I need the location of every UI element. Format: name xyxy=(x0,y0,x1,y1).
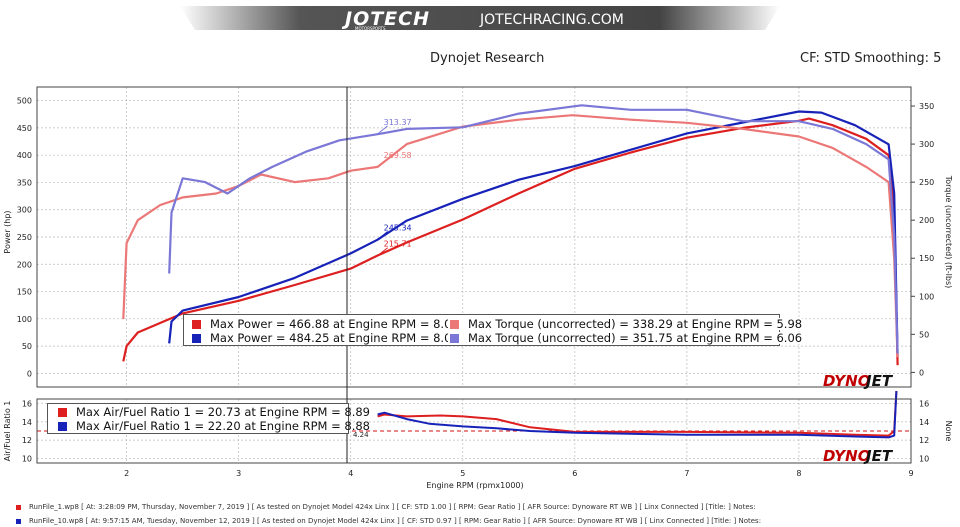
afr-cursor-label: 4.24 xyxy=(353,431,369,439)
y-axis-title-power: Power (hp) xyxy=(3,210,12,253)
annotation-arrow xyxy=(377,247,388,257)
main-plot-frame xyxy=(36,86,912,388)
x-tick-label: 7 xyxy=(684,469,689,478)
chart-title: Dynojet Research xyxy=(430,51,545,66)
legend-label: Max Power = 466.88 at Engine RPM = 8.09 xyxy=(210,317,459,331)
jotech-logo-sub: MOTORSPORTS xyxy=(355,26,386,31)
y2-tick-label: 100 xyxy=(919,292,934,301)
y2-tick-label: 150 xyxy=(919,254,934,263)
power-torque-legend: Max Power = 466.88 at Engine RPM = 8.09 … xyxy=(183,314,803,346)
y2-tick-label: 200 xyxy=(919,216,934,225)
y-tick-label: 250 xyxy=(17,233,32,242)
x-tick-label: 5 xyxy=(460,469,465,478)
annotation-label: 313.37 xyxy=(384,118,412,127)
y2-tick-label: 0 xyxy=(919,368,924,377)
legend-swatch xyxy=(58,408,67,417)
run-info-1: RunFile_1.wp8 [ At: 3:28:09 PM, Thursday… xyxy=(16,503,756,511)
y-tick-label: 50 xyxy=(22,342,32,351)
afr-y-tick-label: 14 xyxy=(22,418,32,427)
y2-tick-label: 250 xyxy=(919,178,934,187)
y-axis-title-torque: Torque (uncorrected) (ft-lbs) xyxy=(944,175,953,289)
afr-y2-tick-label: 12 xyxy=(919,436,929,445)
legend-swatch xyxy=(450,334,459,343)
y-tick-label: 450 xyxy=(17,124,32,133)
x-tick-label: 3 xyxy=(236,469,241,478)
x-axis-title: Engine RPM (rpmx1000) xyxy=(426,481,523,490)
afr-legend: Max Air/Fuel Ratio 1 = 20.73 at Engine R… xyxy=(47,403,370,434)
dynojet-logo-jet: JET xyxy=(863,447,894,465)
afr-y-tick-label: 10 xyxy=(22,454,32,463)
y-tick-label: 100 xyxy=(17,315,32,324)
afr-y2-tick-label: 14 xyxy=(919,418,929,427)
series-runfile-1-afr xyxy=(377,390,898,437)
dynojet-logo-jet: JET xyxy=(863,372,894,390)
y-tick-label: 400 xyxy=(17,151,32,160)
banner-bar xyxy=(180,6,780,30)
y2-tick-label: 50 xyxy=(919,330,929,339)
legend-swatch xyxy=(450,320,459,329)
series-runfile-1-torque xyxy=(122,114,899,358)
series-runfile-10-afr xyxy=(377,390,898,439)
legend-item[interactable]: Max Power = 466.88 at Engine RPM = 8.09 xyxy=(192,318,459,330)
jotech-banner: JOTECH MOTORSPORTS JOTECHRACING.COM xyxy=(180,6,780,31)
x-tick-label: 6 xyxy=(572,469,577,478)
legend-swatch xyxy=(192,334,201,343)
annotation-label: 245.34 xyxy=(384,224,412,233)
run-info-text: RunFile_10.wp8 [ At: 9:57:15 AM, Tuesday… xyxy=(29,517,762,525)
series-runfile-10-torque xyxy=(168,104,899,354)
dynojet-logo-dyno: DYNO xyxy=(823,447,871,465)
legend-label: Max Air/Fuel Ratio 1 = 20.73 at Engine R… xyxy=(76,405,370,419)
afr-y-tick-label: 12 xyxy=(22,436,32,445)
legend-label: Max Air/Fuel Ratio 1 = 22.20 at Engine R… xyxy=(76,419,370,433)
annotation-arrow xyxy=(377,158,388,168)
legend-item[interactable]: Max Air/Fuel Ratio 1 = 22.20 at Engine R… xyxy=(58,420,370,432)
annotation-label: 215.71 xyxy=(384,240,412,249)
y-tick-label: 350 xyxy=(17,178,32,187)
y-tick-label: 200 xyxy=(17,260,32,269)
jotech-logo: JOTECH xyxy=(341,8,430,30)
y2-axis-title-afr: None xyxy=(944,421,953,442)
annotation-arrow xyxy=(377,231,388,240)
y-tick-label: 500 xyxy=(17,97,32,106)
series-runfile-1-power xyxy=(122,117,899,366)
legend-swatch xyxy=(192,320,201,329)
y2-tick-label: 300 xyxy=(919,140,934,149)
series-runfile-10-power xyxy=(168,110,899,358)
correction-factor-label: CF: STD Smoothing: 5 xyxy=(800,51,942,66)
legend-item[interactable]: Max Air/Fuel Ratio 1 = 20.73 at Engine R… xyxy=(58,406,370,418)
y-tick-label: 150 xyxy=(17,288,32,297)
y-axis-title-afr: Air/Fuel Ratio 1 xyxy=(3,401,12,462)
legend-label: Max Power = 484.25 at Engine RPM = 8.01 xyxy=(210,331,459,345)
run-info-2: RunFile_10.wp8 [ At: 9:57:15 AM, Tuesday… xyxy=(16,517,761,525)
legend-item[interactable]: Max Torque (uncorrected) = 351.75 at Eng… xyxy=(448,331,803,345)
afr-plot-frame xyxy=(36,398,912,464)
dynojet-logo-dyno: DYNO xyxy=(823,372,871,390)
dynojet-logo-afr: DYNO JET xyxy=(823,447,894,465)
run-info-text: RunFile_1.wp8 [ At: 3:28:09 PM, Thursday… xyxy=(29,503,756,511)
y2-tick-label: 350 xyxy=(919,102,934,111)
annotation-label: 269.58 xyxy=(384,151,412,160)
x-tick-label: 8 xyxy=(796,469,801,478)
y-tick-label: 300 xyxy=(17,206,32,215)
afr-y2-tick-label: 16 xyxy=(919,400,929,409)
legend-swatch xyxy=(58,422,67,431)
legend-label: Max Torque (uncorrected) = 338.29 at Eng… xyxy=(468,317,803,331)
annotation-arrow xyxy=(377,125,388,135)
run-color-swatch xyxy=(16,504,21,510)
x-tick-label: 4 xyxy=(348,469,353,478)
legend-item[interactable]: Max Power = 484.25 at Engine RPM = 8.01 xyxy=(192,332,459,344)
jotech-site-link[interactable]: JOTECHRACING.COM xyxy=(479,12,624,28)
legend-item[interactable]: Max Torque (uncorrected) = 338.29 at Eng… xyxy=(448,317,803,331)
dynojet-logo-main: DYNO JET xyxy=(823,372,894,390)
x-tick-label: 9 xyxy=(908,469,913,478)
x-tick-label: 2 xyxy=(124,469,129,478)
run-color-swatch xyxy=(16,518,21,524)
afr-y-tick-label: 16 xyxy=(22,400,32,409)
y-tick-label: 0 xyxy=(27,369,32,378)
afr-y2-tick-label: 10 xyxy=(919,454,929,463)
legend-label: Max Torque (uncorrected) = 351.75 at Eng… xyxy=(468,331,803,345)
